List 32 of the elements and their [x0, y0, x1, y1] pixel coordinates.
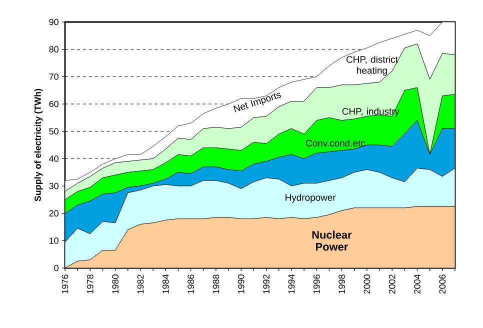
y-tick-label: 50	[49, 128, 58, 135]
y-tick-label: 80	[49, 46, 58, 53]
y-axis-title: Supply of electricity (TWh)	[34, 88, 43, 202]
y-tick-label: 70	[49, 73, 58, 80]
y-tick-label: 60	[49, 100, 58, 108]
series-label: Net Imports	[233, 92, 282, 112]
x-tick-label: 1992	[263, 274, 270, 294]
series-label: Conv.cond.etc	[306, 140, 366, 147]
y-tick-label: 30	[49, 182, 58, 190]
x-tick-label: 2004	[414, 274, 420, 294]
series-label: CHP, district heating	[346, 56, 398, 76]
x-tick-label: 1990	[238, 274, 244, 294]
x-tick-label: 1998	[338, 274, 345, 294]
x-tick-label: 1994	[288, 274, 295, 294]
x-tick-label: 1976	[62, 274, 68, 294]
x-tick-label: 1980	[112, 274, 119, 294]
x-tick-label: 1996	[313, 274, 320, 294]
y-tick-label: 90	[49, 18, 58, 26]
x-tick-label: 1988	[212, 274, 220, 294]
x-tick-label: 2002	[388, 274, 396, 294]
y-tick-label: 10	[50, 237, 58, 244]
x-tick-label: 1984	[162, 274, 169, 294]
x-tick-label: 1982	[137, 274, 144, 294]
x-tick-label: 2000	[364, 274, 370, 294]
x-tick-label: 1986	[188, 274, 194, 294]
y-tick-label: 20	[49, 210, 58, 217]
x-tick-label: 2006	[439, 274, 446, 294]
series-label: Nuclear Power	[312, 230, 352, 251]
series-label: Hydropower	[286, 194, 336, 203]
x-tick-label: 1978	[86, 274, 94, 294]
y-tick-label: 0	[54, 264, 58, 272]
y-tick-label: 40	[49, 155, 58, 162]
